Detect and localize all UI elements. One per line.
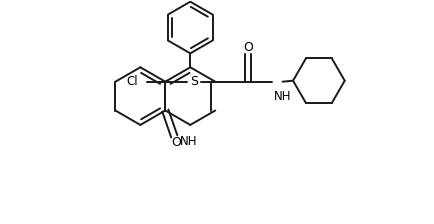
Text: O: O — [243, 41, 253, 54]
Text: O: O — [171, 136, 181, 149]
Text: NH: NH — [180, 135, 197, 148]
Text: S: S — [190, 75, 198, 88]
Text: Cl: Cl — [126, 75, 138, 88]
Text: NH: NH — [274, 90, 291, 103]
